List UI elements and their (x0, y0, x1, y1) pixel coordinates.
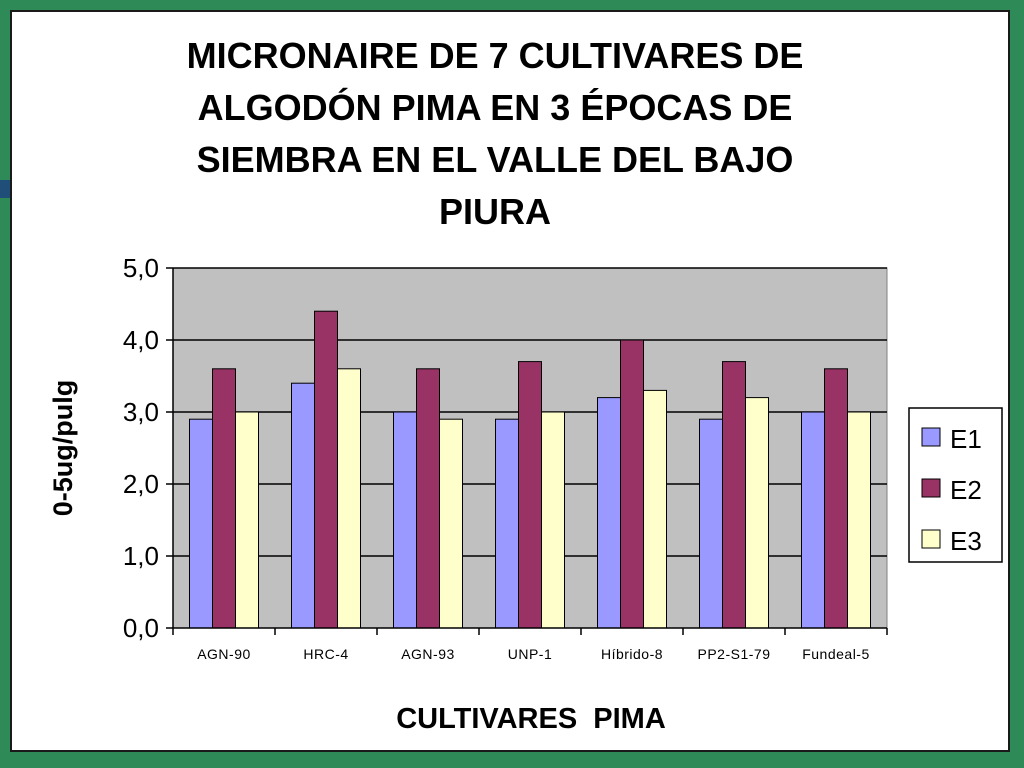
bar-e2-6 (824, 368, 848, 629)
bar-e1-4 (597, 397, 621, 629)
bar-e3-1 (337, 368, 361, 629)
bar-e1-5 (699, 418, 723, 629)
bar-e1-3 (495, 418, 519, 629)
bar-e2-5 (722, 361, 746, 629)
x-axis-title: CULTIVARES PIMA (396, 703, 666, 735)
legend-label-e1: E1 (950, 424, 982, 454)
x-tick-label: HRC-4 (303, 646, 348, 662)
y-tick-label: 4,0 (123, 325, 159, 355)
x-tick-label: Híbrido-8 (601, 646, 663, 662)
legend: E1 E2 E3 (908, 407, 1003, 563)
bar-e3-5 (745, 397, 769, 629)
chart-title-line-3: SIEMBRA EN EL VALLE DEL BAJO (196, 139, 794, 180)
bar-e1-1 (291, 382, 315, 629)
bar-e3-0 (235, 411, 259, 629)
bars (189, 310, 871, 629)
chart-title-line-2: ALGODÓN PIMA EN 3 ÉPOCAS DE (197, 87, 793, 128)
legend-label-e2: E2 (950, 475, 982, 505)
bar-e3-2 (439, 418, 463, 629)
bar-e2-1 (314, 310, 338, 629)
x-tick-label: AGN-93 (401, 646, 455, 662)
bar-e1-6 (801, 411, 825, 629)
x-ticks: AGN-90 HRC-4 AGN-93 UNP-1 Híbrido-8 PP2-S1-79… (172, 628, 888, 662)
legend-label-e3: E3 (950, 526, 982, 556)
legend-swatch-e1 (921, 427, 941, 447)
legend-swatch-e3 (921, 529, 941, 549)
x-tick-label: UNP-1 (508, 646, 553, 662)
bar-e2-0 (212, 368, 236, 629)
chart-title-line-1: MICRONAIRE DE 7 CULTIVARES DE (186, 35, 804, 76)
bar-e3-6 (847, 411, 871, 629)
bar-e2-4 (620, 339, 644, 629)
bar-e2-3 (518, 361, 542, 629)
bar-e1-2 (393, 411, 417, 629)
x-tick-label: PP2-S1-79 (698, 646, 771, 662)
y-axis-title: 0-5ug/pulg (48, 380, 78, 517)
chart-title: MICRONAIRE DE 7 CULTIVARES DE ALGODÓN PI… (60, 30, 930, 238)
bar-e3-3 (541, 411, 565, 629)
bar-e1-0 (189, 418, 213, 629)
y-tick-label: 2,0 (123, 469, 159, 499)
chart-title-line-4: PIURA (438, 191, 551, 232)
y-tick-label: 0,0 (123, 613, 159, 643)
legend-swatch-e2 (921, 478, 941, 498)
y-tick-label: 5,0 (123, 253, 159, 283)
x-tick-label: AGN-90 (197, 646, 251, 662)
y-ticks: 0,0 1,0 2,0 3,0 4,0 5,0 (123, 253, 173, 643)
y-tick-label: 3,0 (123, 397, 159, 427)
bar-e2-2 (416, 368, 440, 629)
x-tick-label: Fundeal-5 (802, 646, 870, 662)
y-tick-label: 1,0 (123, 541, 159, 571)
side-marker (0, 180, 10, 198)
bar-e3-4 (643, 389, 667, 629)
